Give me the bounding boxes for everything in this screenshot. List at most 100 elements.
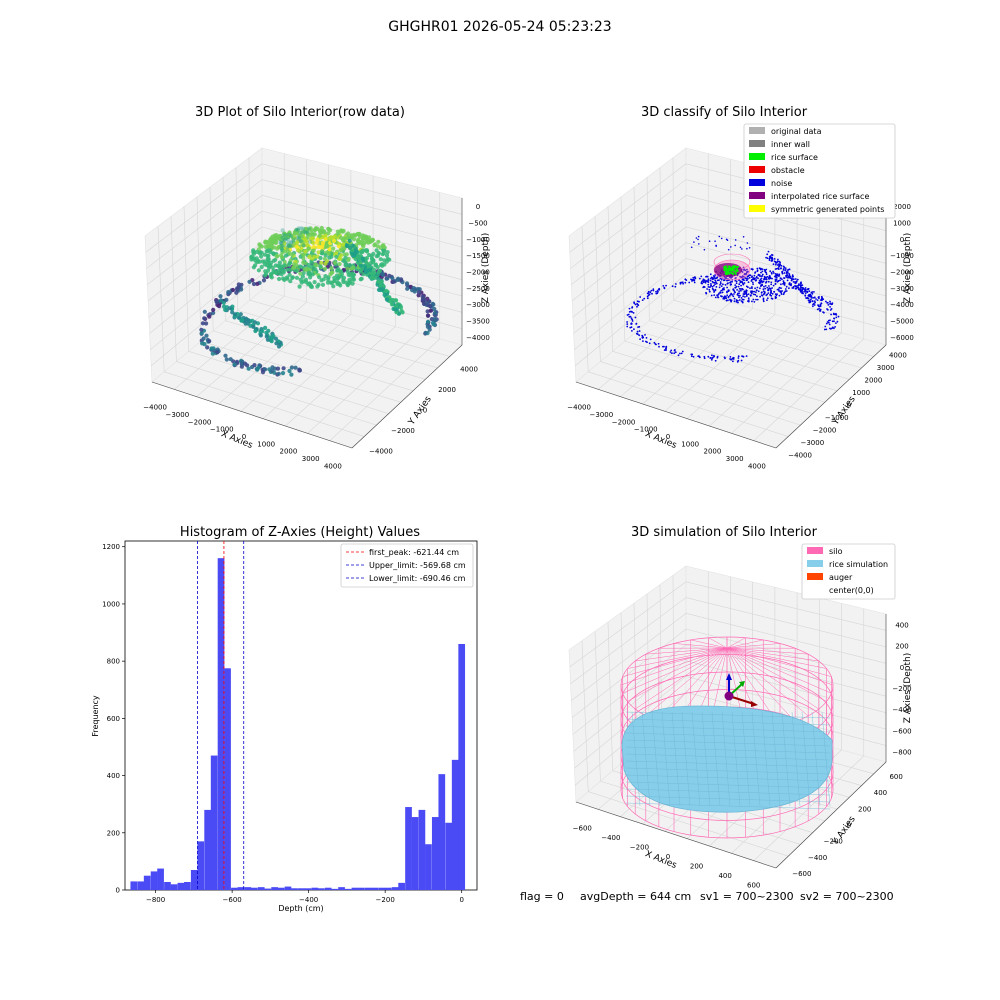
noise-point: [752, 278, 754, 280]
noise-point: [760, 271, 762, 274]
raw-point: [236, 315, 241, 320]
raw-point: [318, 264, 323, 269]
raw-point: [337, 262, 342, 267]
noise-point: [752, 283, 754, 285]
noise-point: [767, 250, 770, 253]
noise-point: [719, 284, 721, 286]
noise-point: [734, 279, 737, 282]
raw-point: [433, 318, 438, 323]
raw-point: [301, 243, 306, 248]
simulation-3d-y-tick: 400: [874, 789, 887, 797]
noise-point: [756, 298, 759, 301]
histogram-bar: [210, 755, 218, 890]
noise-point: [779, 277, 782, 279]
noise-point: [774, 280, 777, 282]
noise-point: [714, 240, 716, 242]
raw-point: [285, 245, 290, 250]
raw-point: [351, 265, 356, 270]
noise-point: [794, 278, 797, 280]
noise-point: [825, 328, 828, 331]
noise-point: [826, 308, 828, 310]
raw-point: [334, 254, 339, 259]
noise-point: [807, 294, 810, 297]
noise-point: [628, 311, 631, 313]
raw-point: [373, 262, 378, 267]
rice-surface-point: [727, 267, 731, 270]
noise-point: [700, 275, 703, 278]
noise-point: [756, 286, 759, 289]
histogram-bar: [425, 844, 432, 890]
histogram-x-tick-label: −600: [223, 896, 242, 904]
raw-point: [320, 249, 325, 254]
noise-point: [724, 295, 726, 298]
raw-point: [313, 262, 318, 267]
raw-point: [311, 244, 317, 249]
noise-point: [730, 300, 732, 303]
raw-3d-x-ticks: −4000−3000−2000−1000 0 1000 2000 3000 4000: [143, 404, 342, 471]
raw-point: [343, 255, 348, 260]
histogram-bar: [351, 887, 359, 890]
noise-point: [656, 290, 659, 292]
noise-point: [734, 286, 737, 289]
noise-point: [630, 310, 633, 313]
raw-point: [270, 265, 275, 270]
raw-point: [351, 253, 356, 258]
noise-point: [633, 301, 635, 304]
raw-point: [296, 226, 301, 231]
noise-point: [714, 359, 717, 362]
simulation-3d-y-tick: −400: [808, 854, 827, 862]
noise-point: [649, 338, 652, 341]
noise-point: [729, 294, 731, 297]
noise-point: [729, 358, 731, 360]
noise-point: [823, 328, 826, 331]
raw-point: [294, 227, 299, 232]
raw-point: [412, 289, 417, 294]
noise-point: [720, 285, 723, 287]
noise-point: [778, 294, 781, 297]
rice-mesh-line: [761, 711, 771, 807]
rice-mesh-line: [625, 760, 831, 768]
raw-point: [217, 304, 222, 309]
raw-point: [425, 296, 430, 301]
raw-point: [249, 255, 254, 260]
noise-point: [713, 284, 715, 287]
classify-3d-y-tick: 4000: [889, 351, 907, 359]
raw-point: [293, 365, 298, 370]
noise-point: [764, 291, 766, 293]
noise-point: [746, 242, 749, 244]
raw-point: [268, 244, 273, 249]
noise-point: [783, 277, 786, 279]
classify-3d-points: [626, 235, 840, 363]
simulation-3d-z-tick: −400: [892, 706, 911, 714]
raw-point: [252, 363, 257, 368]
raw-point: [308, 275, 313, 280]
classify-3d-z-label: Z Axies (Depth): [903, 233, 913, 304]
noise-point: [732, 358, 735, 360]
histogram-bar: [224, 668, 231, 890]
noise-point: [719, 282, 722, 285]
rice-mesh-line: [625, 767, 831, 775]
silo-roof-rib: [622, 647, 728, 694]
raw-point: [230, 287, 236, 293]
histogram-y-tick-label: 800: [107, 658, 120, 666]
raw-point: [323, 237, 328, 242]
raw-point: [234, 359, 240, 364]
raw-point: [345, 283, 350, 288]
noise-point: [827, 304, 830, 306]
raw-point: [405, 286, 410, 291]
noise-point: [771, 298, 774, 300]
histogram-bar: [431, 817, 439, 890]
noise-point: [760, 291, 763, 294]
rice-mesh-line: [691, 711, 701, 807]
raw-point: [265, 240, 271, 245]
classify-3d-x-tick: 4000: [748, 462, 766, 470]
rice-mesh-line: [821, 711, 831, 807]
noise-point: [764, 285, 767, 287]
histogram-bar: [298, 888, 305, 890]
raw-point: [272, 236, 277, 241]
silo-roof-rib: [726, 647, 827, 669]
noise-point: [766, 286, 769, 289]
footer-flag: flag = 0: [520, 890, 564, 903]
noise-point: [731, 357, 734, 360]
raw-point: [380, 243, 385, 248]
